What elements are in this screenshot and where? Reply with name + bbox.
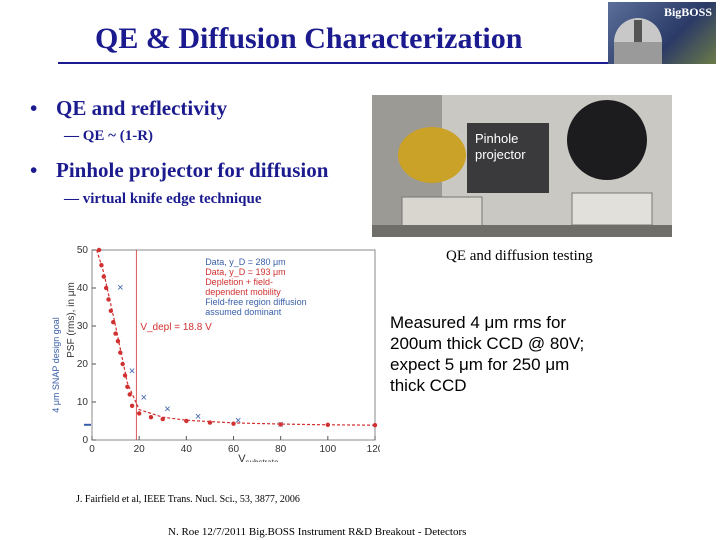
data-point-193 bbox=[115, 339, 121, 344]
measured-line-1: Measured 4 μm rms for bbox=[390, 313, 567, 332]
slide-title: QE & Diffusion Characterization bbox=[95, 22, 523, 55]
legend-entry: dependent mobility bbox=[205, 287, 281, 297]
data-point-193 bbox=[108, 308, 114, 313]
data-point-193 bbox=[184, 418, 189, 424]
data-point-193 bbox=[118, 350, 123, 355]
data-point-280: × bbox=[117, 282, 123, 294]
data-point-280: × bbox=[195, 411, 201, 423]
data-point-193 bbox=[148, 415, 154, 420]
data-point-193 bbox=[101, 274, 106, 279]
photo-label-line1: Pinhole bbox=[475, 131, 518, 146]
x-tick-label: 20 bbox=[134, 444, 146, 455]
plot-area bbox=[91, 249, 376, 441]
y-tick-label: 30 bbox=[77, 321, 89, 332]
sub-bullet-qe: — QE ~ (1-R) bbox=[64, 128, 154, 144]
x-tick-label: 0 bbox=[89, 444, 95, 455]
data-point-193 bbox=[129, 403, 135, 408]
data-point-193 bbox=[122, 373, 128, 378]
data-point-193 bbox=[372, 422, 378, 428]
measured-line-3: expect 5 μm for 250 μm bbox=[390, 355, 570, 374]
photo-label-line2: projector bbox=[475, 147, 526, 162]
data-point-280: × bbox=[129, 366, 135, 378]
data-point-193 bbox=[127, 392, 132, 397]
bullet-qe-text: QE and reflectivity bbox=[56, 96, 228, 120]
measured-line-4: thick CCD bbox=[390, 376, 467, 395]
title-underline bbox=[58, 62, 610, 64]
legend-entry: Data, y_D = 193 μm bbox=[205, 267, 285, 277]
y-tick-label: 0 bbox=[82, 435, 88, 446]
sub-bullet-pinhole: — virtual knife edge technique bbox=[64, 191, 262, 207]
legend-entry: assumed dominant bbox=[205, 307, 282, 317]
measured-text: Measured 4 μm rms for 200um thick CCD @ … bbox=[390, 312, 680, 396]
x-tick-label: 120 bbox=[367, 444, 380, 455]
pinhole-projector-box bbox=[467, 123, 549, 193]
data-point-193 bbox=[96, 247, 102, 253]
y-tick-label: 50 bbox=[77, 245, 89, 256]
data-point-193 bbox=[160, 416, 165, 422]
bullet-pinhole: • Pinhole projector for diffusion bbox=[30, 158, 328, 183]
bullet-dot-icon: • bbox=[30, 158, 38, 182]
data-point-193 bbox=[99, 263, 104, 268]
lab-photo-drawing: Pinhole projector bbox=[372, 95, 672, 237]
data-point-193 bbox=[325, 422, 331, 427]
data-point-193 bbox=[125, 384, 130, 389]
data-point-193 bbox=[278, 422, 283, 427]
legend-entry: Field-free region diffusion bbox=[205, 297, 306, 307]
x-axis-label-subscript: substrate bbox=[246, 458, 279, 462]
data-point-193 bbox=[113, 331, 118, 336]
observatory-dome-icon bbox=[614, 18, 662, 64]
logo-text: BigBOSS bbox=[663, 5, 712, 19]
data-point-193 bbox=[120, 361, 125, 367]
measured-line-2: 200um thick CCD @ 80V; bbox=[390, 334, 585, 353]
x-axis-label: Vsubstrate bbox=[238, 453, 279, 462]
data-point-193 bbox=[231, 421, 236, 426]
bigboss-logo: BigBOSS bbox=[608, 2, 716, 64]
x-tick-label: 40 bbox=[181, 444, 193, 455]
y-tick-label: 10 bbox=[77, 397, 89, 408]
x-tick-label: 60 bbox=[228, 444, 240, 455]
design-goal-label: 4 μm SNAP design goal bbox=[51, 317, 61, 413]
data-point-193 bbox=[103, 285, 109, 291]
bullet-qe: • QE and reflectivity bbox=[30, 96, 227, 121]
bullet-dot-icon: • bbox=[30, 96, 38, 120]
data-point-193 bbox=[207, 420, 213, 425]
data-point-193 bbox=[111, 320, 116, 325]
data-point-280: × bbox=[235, 415, 241, 427]
data-point-280: × bbox=[164, 404, 170, 416]
reference-citation: J. Fairfield et al, IEEE Trans. Nucl. Sc… bbox=[76, 494, 300, 505]
y-axis-label: PSF (rms), in μm bbox=[66, 282, 77, 358]
data-point-193 bbox=[136, 411, 142, 416]
y-tick-label: 40 bbox=[77, 283, 89, 294]
data-point-280: × bbox=[141, 392, 147, 404]
legend-entry: Depletion + field- bbox=[205, 277, 273, 287]
light-source bbox=[398, 127, 466, 183]
lab-photo: Pinhole projector bbox=[372, 95, 672, 237]
bullet-pinhole-text: Pinhole projector for diffusion bbox=[56, 158, 329, 182]
x-tick-label: 100 bbox=[319, 444, 336, 455]
y-tick-label: 20 bbox=[77, 359, 89, 370]
photo-caption: QE and diffusion testing bbox=[446, 248, 593, 264]
vdepl-annotation: V_depl = 18.8 V bbox=[140, 322, 212, 333]
psf-vs-substrate-chart: 0 20 40 60 80 100 120 0 10 20 30 40 50 Vsubstrate PSF … bbox=[51, 245, 380, 462]
slide-footer: N. Roe 12/7/2011 Big.BOSS Instrument R&D… bbox=[168, 526, 467, 538]
instrument-box bbox=[401, 196, 483, 228]
integrating-sphere bbox=[567, 100, 647, 180]
instrument-box bbox=[571, 192, 653, 226]
x-tick-label: 80 bbox=[275, 444, 287, 455]
data-point-193 bbox=[106, 297, 111, 302]
legend-entry: Data, y_D = 280 μm bbox=[205, 257, 285, 267]
